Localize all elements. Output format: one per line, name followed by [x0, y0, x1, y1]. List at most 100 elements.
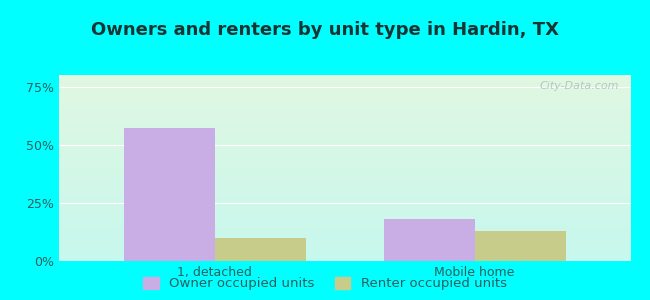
Bar [58, 255, 630, 256]
Bar [58, 81, 630, 83]
Bar [58, 136, 630, 137]
Bar [58, 226, 630, 227]
Bar [58, 178, 630, 179]
Bar [58, 115, 630, 116]
Bar [58, 101, 630, 102]
Bar [58, 235, 630, 236]
Bar [58, 96, 630, 97]
Bar [58, 172, 630, 173]
Bar [58, 167, 630, 168]
Bar [58, 195, 630, 196]
Bar [58, 218, 630, 219]
Bar [58, 132, 630, 133]
Bar [58, 80, 630, 81]
Legend: Owner occupied units, Renter occupied units: Owner occupied units, Renter occupied un… [143, 277, 507, 290]
Bar [58, 203, 630, 204]
Bar [58, 245, 630, 246]
Bar [474, 231, 566, 261]
Text: Owners and renters by unit type in Hardin, TX: Owners and renters by unit type in Hardi… [91, 21, 559, 39]
Bar [58, 77, 630, 79]
Bar [58, 236, 630, 237]
Bar [58, 111, 630, 112]
Bar [58, 223, 630, 224]
Bar [58, 117, 630, 119]
Bar [58, 118, 630, 120]
Bar [58, 107, 630, 109]
Bar [58, 158, 630, 159]
Bar [58, 112, 630, 113]
Bar [58, 206, 630, 208]
Bar [58, 251, 630, 252]
Bar [58, 209, 630, 210]
Bar [58, 152, 630, 153]
Bar [58, 106, 630, 107]
Bar [58, 94, 630, 95]
Bar [58, 166, 630, 167]
Bar [58, 229, 630, 230]
Bar [58, 237, 630, 239]
Bar [58, 234, 630, 235]
Bar [58, 149, 630, 151]
Bar [58, 157, 630, 158]
Bar [58, 256, 630, 257]
Bar [58, 127, 630, 128]
Bar [58, 79, 630, 80]
Bar [58, 90, 630, 91]
Bar [58, 133, 630, 134]
Bar [58, 192, 630, 193]
Bar [58, 204, 630, 205]
Bar [58, 248, 630, 249]
Bar [58, 179, 630, 180]
Bar [124, 128, 214, 261]
Bar [58, 75, 630, 76]
Bar [58, 131, 630, 132]
Bar [58, 176, 630, 177]
Bar [58, 126, 630, 127]
Bar [58, 130, 630, 131]
Bar [58, 174, 630, 175]
Bar [58, 202, 630, 203]
Bar [58, 260, 630, 261]
Bar [58, 147, 630, 148]
Text: City-Data.com: City-Data.com [540, 81, 619, 91]
Bar [58, 86, 630, 87]
Bar [58, 142, 630, 143]
Bar [58, 168, 630, 169]
Bar [58, 123, 630, 124]
Bar [58, 177, 630, 178]
Bar [58, 173, 630, 174]
Bar [58, 146, 630, 147]
Bar [58, 190, 630, 192]
Bar [58, 199, 630, 200]
Bar [58, 194, 630, 195]
Bar [58, 154, 630, 156]
Bar [58, 105, 630, 106]
Bar [58, 214, 630, 215]
Bar [58, 137, 630, 138]
Bar [58, 162, 630, 163]
Bar [58, 183, 630, 184]
Bar [58, 225, 630, 226]
Bar [58, 231, 630, 232]
Bar [58, 164, 630, 166]
Bar [58, 196, 630, 198]
Bar [58, 124, 630, 126]
Bar [58, 116, 630, 117]
Bar [58, 82, 630, 84]
Bar [58, 184, 630, 185]
Bar [58, 99, 630, 100]
Bar [58, 220, 630, 221]
Bar [58, 87, 630, 88]
Bar [58, 170, 630, 172]
Bar [58, 153, 630, 154]
Bar [58, 239, 630, 240]
Bar [58, 151, 630, 152]
Bar [58, 257, 630, 259]
Bar [58, 187, 630, 188]
Bar [58, 163, 630, 164]
Bar [58, 213, 630, 214]
Bar [58, 185, 630, 187]
Bar [58, 250, 630, 251]
Bar [214, 238, 306, 261]
Bar [58, 242, 630, 244]
